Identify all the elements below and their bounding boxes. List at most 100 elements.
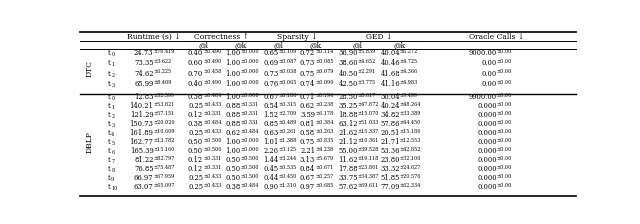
- Text: 0: 0: [111, 96, 115, 101]
- Text: 0.50: 0.50: [225, 165, 241, 173]
- Text: 0.75: 0.75: [300, 70, 315, 78]
- Text: 24.73: 24.73: [134, 49, 154, 57]
- Text: ±0.433: ±0.433: [203, 129, 221, 134]
- Text: 0.12: 0.12: [188, 165, 203, 173]
- Text: 73.35: 73.35: [134, 59, 154, 67]
- Text: ±3.244: ±3.244: [278, 156, 296, 161]
- Text: ±33.389: ±33.389: [400, 111, 421, 116]
- Text: 0.72: 0.72: [300, 49, 315, 57]
- Text: 0.67: 0.67: [263, 93, 278, 101]
- Text: ±0.186: ±0.186: [278, 93, 297, 98]
- Text: 33.32: 33.32: [380, 165, 400, 173]
- Text: 0.50: 0.50: [188, 147, 203, 155]
- Text: ±0.261: ±0.261: [278, 129, 297, 134]
- Text: ±6.225: ±6.225: [154, 69, 172, 74]
- Text: 21.62: 21.62: [339, 129, 358, 137]
- Text: ±0.00: ±0.00: [497, 111, 512, 116]
- Text: 0.25: 0.25: [188, 129, 203, 137]
- Text: ±24.627: ±24.627: [400, 165, 421, 170]
- Text: ±6.178: ±6.178: [315, 111, 333, 116]
- Text: ±0.685: ±0.685: [315, 183, 333, 187]
- Text: 150.73: 150.73: [129, 120, 154, 128]
- Text: ±12.553: ±12.553: [400, 138, 421, 143]
- Text: ±0.085: ±0.085: [315, 59, 333, 64]
- Text: Oracle Calls ↓: Oracle Calls ↓: [469, 33, 524, 41]
- Text: 17.88: 17.88: [338, 165, 358, 173]
- Text: 21.71: 21.71: [380, 138, 400, 146]
- Text: ±34.387: ±34.387: [358, 174, 379, 179]
- Text: ±2.291: ±2.291: [358, 69, 376, 74]
- Text: 40.46: 40.46: [380, 59, 400, 67]
- Text: t: t: [108, 174, 110, 182]
- Text: 1.00: 1.00: [225, 138, 241, 146]
- Text: 4: 4: [111, 132, 115, 137]
- Text: 0.38: 0.38: [188, 120, 203, 128]
- Text: 0.50: 0.50: [225, 156, 241, 164]
- Text: 63.07: 63.07: [134, 183, 154, 191]
- Text: ±0.000: ±0.000: [241, 69, 259, 74]
- Text: 10: 10: [111, 186, 118, 191]
- Text: ±5.679: ±5.679: [315, 156, 333, 161]
- Text: 0.70: 0.70: [188, 70, 203, 78]
- Text: @l: @l: [198, 41, 208, 49]
- Text: 41.68: 41.68: [380, 70, 400, 78]
- Text: 121.29: 121.29: [130, 111, 154, 119]
- Text: 76.85: 76.85: [134, 165, 154, 173]
- Text: 6: 6: [111, 150, 115, 155]
- Text: 0.73: 0.73: [300, 59, 315, 67]
- Text: 0.000: 0.000: [477, 165, 497, 173]
- Text: ±0.038: ±0.038: [278, 69, 297, 74]
- Text: 0.25: 0.25: [188, 102, 203, 110]
- Text: ±47.872: ±47.872: [358, 102, 379, 107]
- Text: 0.000: 0.000: [477, 147, 497, 155]
- Text: ±0.257: ±0.257: [315, 174, 333, 179]
- Text: ±0.500: ±0.500: [241, 174, 259, 179]
- Text: 33.75: 33.75: [339, 174, 358, 182]
- Text: 21.12: 21.12: [339, 138, 358, 146]
- Text: ±39.528: ±39.528: [358, 147, 379, 152]
- Text: DTC: DTC: [86, 60, 94, 77]
- Text: 0.50: 0.50: [188, 138, 203, 146]
- Text: ±0.114: ±0.114: [315, 49, 333, 54]
- Text: ±10.609: ±10.609: [154, 129, 175, 134]
- Text: 77.09: 77.09: [380, 183, 400, 191]
- Text: 0.000: 0.000: [477, 102, 497, 110]
- Text: 1: 1: [111, 62, 115, 67]
- Text: 0.62: 0.62: [225, 129, 241, 137]
- Text: 0.000: 0.000: [477, 138, 497, 146]
- Text: ±3.622: ±3.622: [154, 59, 172, 64]
- Text: 0.62: 0.62: [300, 102, 315, 110]
- Text: Correctness ↑: Correctness ↑: [195, 33, 250, 41]
- Text: 162.77: 162.77: [129, 138, 154, 146]
- Text: 74.62: 74.62: [134, 70, 154, 78]
- Text: 5: 5: [111, 141, 115, 146]
- Text: 0.25: 0.25: [188, 174, 203, 182]
- Text: 0.84: 0.84: [300, 165, 315, 173]
- Text: ±0.00: ±0.00: [497, 165, 512, 170]
- Text: ±0.00: ±0.00: [497, 174, 512, 179]
- Text: 2: 2: [111, 114, 115, 119]
- Text: 0.50: 0.50: [225, 174, 241, 182]
- Text: ±9.499: ±9.499: [400, 93, 418, 98]
- Text: t: t: [108, 147, 110, 155]
- Text: 81.22: 81.22: [134, 156, 154, 164]
- Text: 1: 1: [111, 105, 115, 110]
- Text: ±0.00: ±0.00: [497, 120, 512, 125]
- Text: 0.88: 0.88: [225, 102, 241, 110]
- Text: ±0.484: ±0.484: [241, 129, 259, 134]
- Text: 0.60: 0.60: [188, 59, 203, 67]
- Text: 0.97: 0.97: [300, 183, 315, 191]
- Text: ±6.272: ±6.272: [400, 49, 418, 54]
- Text: 40.04: 40.04: [380, 49, 400, 57]
- Text: ±4.983: ±4.983: [400, 80, 418, 85]
- Text: 0.12: 0.12: [188, 111, 203, 119]
- Text: 36.90: 36.90: [339, 49, 358, 57]
- Text: ±19.118: ±19.118: [358, 156, 379, 161]
- Text: 38.60: 38.60: [338, 59, 358, 67]
- Text: 0.44: 0.44: [263, 174, 278, 182]
- Text: ±57.151: ±57.151: [154, 111, 175, 116]
- Text: ±0.000: ±0.000: [241, 80, 259, 85]
- Text: t: t: [108, 93, 110, 101]
- Text: 1.00: 1.00: [225, 93, 241, 101]
- Text: 35.25: 35.25: [339, 102, 358, 110]
